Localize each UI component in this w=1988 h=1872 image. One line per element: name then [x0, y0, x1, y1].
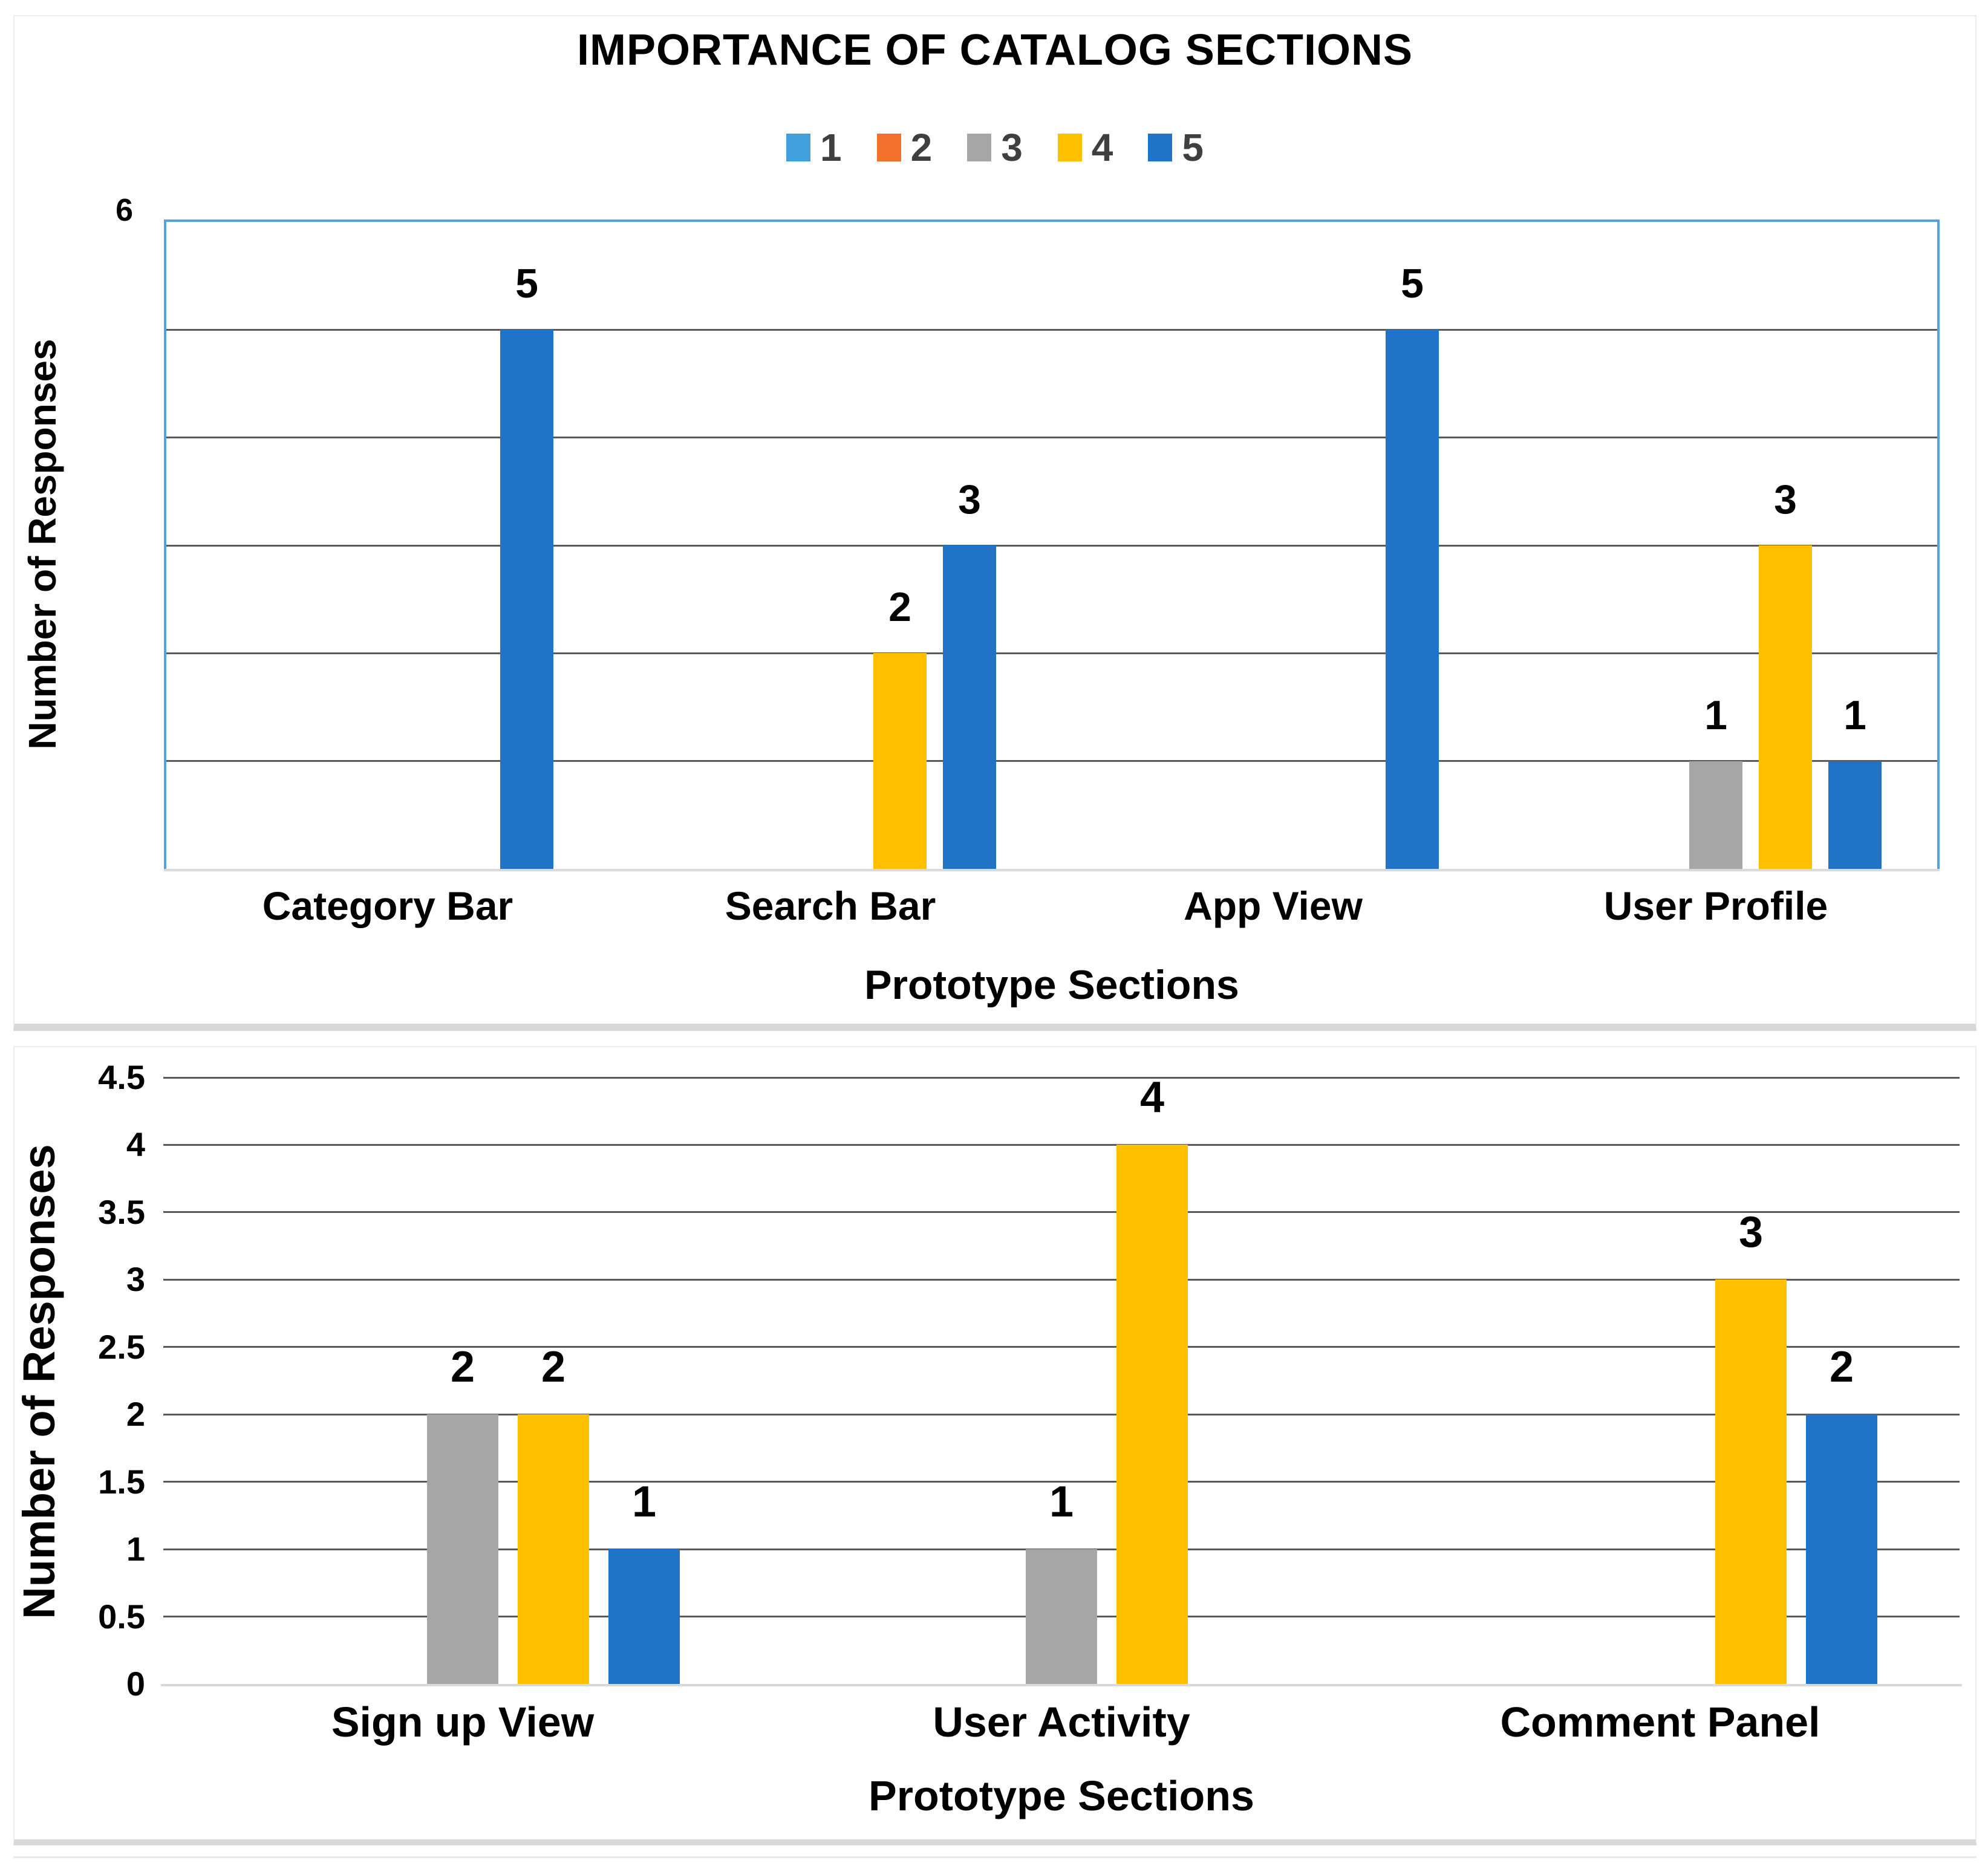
bottom-x-axis-title: Prototype Sections [869, 1772, 1254, 1819]
bar-value-label: 1 [631, 1478, 657, 1527]
bottom-y-axis-title: Number of Responses [14, 1144, 64, 1619]
bar-series-4 [1759, 545, 1812, 869]
top-plot-border-right [1937, 219, 1940, 871]
legend-item-4: 4 [1057, 126, 1113, 169]
legend-item-1: 1 [786, 128, 842, 167]
bar-series-4 [1715, 1279, 1787, 1684]
bar-series-5 [500, 330, 553, 869]
bar-series-4 [518, 1414, 589, 1684]
bar-value-label: 2 [888, 584, 911, 631]
bar-value-label: 2 [1829, 1343, 1854, 1392]
top-x-axis-title: Prototype Sections [864, 962, 1239, 1008]
top-y-tick-6: 6 [116, 193, 133, 228]
bar-value-label: 1 [1704, 692, 1727, 738]
bottom-y-tick-0.5: 0.5 [98, 1597, 145, 1636]
bar-value-label: 2 [450, 1343, 475, 1392]
legend-label: 4 [1091, 126, 1113, 169]
bar-value-label: 3 [1738, 1208, 1764, 1257]
top-y-axis-title: Number of Responses [21, 339, 64, 750]
bottom-category-axis: Sign up View User Activity Comment Panel [163, 1699, 1960, 1746]
bottom-x-axis-line [161, 1684, 1962, 1686]
bar-series-3 [427, 1414, 498, 1684]
legend-swatch-icon [1057, 134, 1082, 161]
bar-series-5 [1828, 761, 1882, 869]
bottom-divider [13, 1856, 1977, 1858]
legend: 1 2 3 4 5 [13, 120, 1977, 175]
gridline [163, 1076, 1960, 1079]
top-plot-border-top [164, 219, 1940, 222]
top-chart-plot-area: 1 2 3 5 3 5 1 [166, 222, 1937, 869]
legend-swatch-icon [786, 134, 811, 161]
bar-series-5 [943, 545, 996, 869]
bar-value-label: 5 [515, 261, 538, 307]
category-label: Comment Panel [1500, 1698, 1820, 1746]
legend-label: 2 [910, 126, 933, 169]
bar-series-4 [873, 653, 927, 869]
bar-series-4 [1116, 1145, 1188, 1684]
top-chart-title: IMPORTANCE OF CATALOG SECTIONS [577, 26, 1413, 74]
bottom-y-tick-3.5: 3.5 [98, 1192, 145, 1231]
bottom-y-tick-4: 4 [126, 1125, 145, 1164]
bottom-y-tick-1: 1 [126, 1530, 145, 1568]
gridline [163, 1211, 1960, 1214]
bottom-chart-panel [13, 1046, 1977, 1845]
legend-item-3: 3 [967, 128, 1023, 167]
legend-item-5: 5 [1148, 128, 1204, 167]
category-label: User Profile [1603, 883, 1828, 928]
gridline [166, 544, 1937, 547]
bar-value-label: 4 [1139, 1073, 1165, 1122]
gridline [163, 1346, 1960, 1348]
bar-series-3 [1026, 1549, 1097, 1684]
bar-value-label: 3 [958, 476, 981, 522]
bottom-y-tick-2: 2 [126, 1395, 145, 1434]
top-plot-border-left [164, 219, 166, 871]
gridline [163, 1278, 1960, 1281]
bar-series-3 [1689, 761, 1742, 869]
legend-label: 1 [820, 126, 842, 169]
category-label: User Activity [933, 1698, 1190, 1746]
bottom-y-tick-2.5: 2.5 [98, 1327, 145, 1366]
gridline [166, 652, 1937, 654]
bar-series-5 [1386, 330, 1439, 869]
bar-value-label: 1 [1049, 1478, 1074, 1527]
bar-value-label: 3 [1774, 476, 1797, 522]
legend-label: 3 [1001, 126, 1023, 169]
gridline [166, 437, 1937, 439]
legend-swatch-icon [1148, 134, 1173, 161]
bar-value-label: 2 [541, 1343, 566, 1392]
gridline [163, 1481, 1960, 1483]
bar-series-5 [608, 1549, 680, 1684]
category-label: App View [1184, 883, 1363, 928]
bottom-y-tick-3: 3 [126, 1260, 145, 1299]
gridline [163, 1143, 1960, 1146]
category-label: Sign up View [331, 1698, 595, 1746]
top-x-axis-line [164, 869, 1940, 871]
legend-swatch-icon [967, 134, 992, 161]
legend-swatch-icon [876, 134, 901, 161]
bottom-y-tick-1.5: 1.5 [98, 1462, 145, 1501]
legend-label: 5 [1182, 126, 1204, 169]
gridline [166, 760, 1937, 762]
gridline [166, 328, 1937, 331]
bar-value-label: 1 [1843, 692, 1866, 738]
bottom-y-tick-4.5: 4.5 [98, 1058, 145, 1096]
bottom-chart-plot-area: 2 1 2 4 3 1 2 [163, 1073, 1960, 1684]
gridline [163, 1413, 1960, 1415]
bar-series-5 [1806, 1414, 1877, 1684]
category-label: Search Bar [725, 883, 936, 928]
bottom-y-tick-0: 0 [126, 1665, 145, 1703]
top-category-axis: Category Bar Search Bar App View User Profi… [166, 884, 1937, 928]
legend-item-2: 2 [876, 126, 933, 169]
bar-value-label: 5 [1401, 261, 1424, 307]
category-label: Category Bar [262, 883, 513, 928]
